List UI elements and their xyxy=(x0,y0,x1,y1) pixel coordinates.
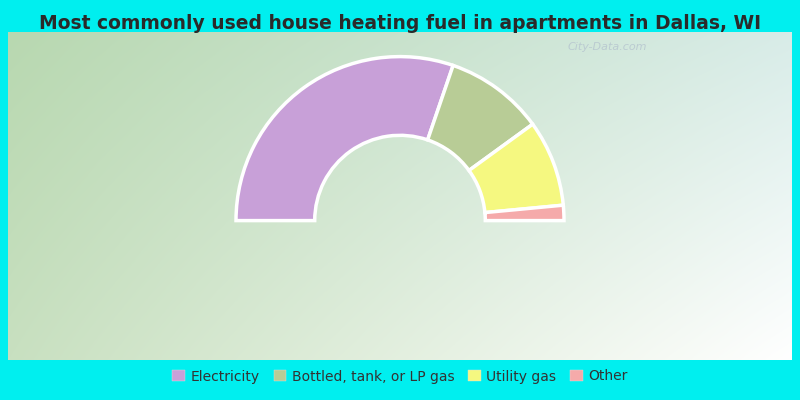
Text: City-Data.com: City-Data.com xyxy=(567,42,646,52)
Wedge shape xyxy=(485,205,564,221)
Legend: Electricity, Bottled, tank, or LP gas, Utility gas, Other: Electricity, Bottled, tank, or LP gas, U… xyxy=(167,364,633,389)
Wedge shape xyxy=(428,66,533,170)
Wedge shape xyxy=(469,124,563,212)
Text: Most commonly used house heating fuel in apartments in Dallas, WI: Most commonly used house heating fuel in… xyxy=(39,14,761,33)
Wedge shape xyxy=(236,57,453,221)
